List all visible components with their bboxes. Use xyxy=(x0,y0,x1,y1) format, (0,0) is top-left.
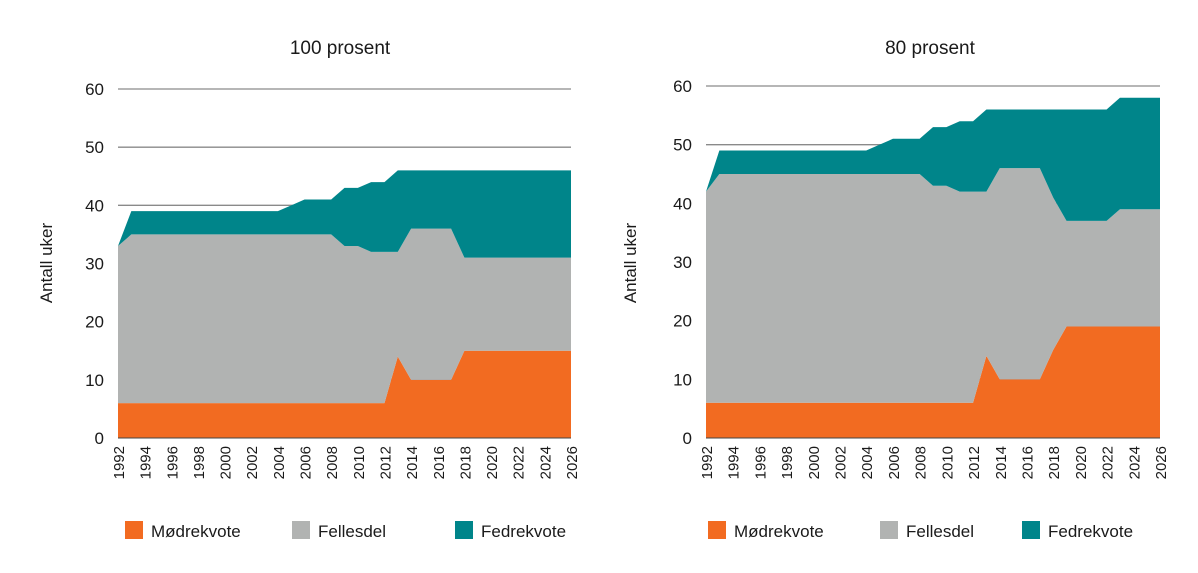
x-tick-label: 1996 xyxy=(752,446,769,479)
x-tick-label: 2026 xyxy=(1153,446,1170,479)
legend-label: Mødrekvote xyxy=(734,522,824,541)
area-mødrekvote xyxy=(706,326,1160,438)
area-mødrekvote xyxy=(118,350,571,438)
x-tick-label: 2008 xyxy=(324,446,341,479)
area-fellesdel xyxy=(706,168,1160,403)
x-tick-label: 2002 xyxy=(833,446,850,479)
x-tick-label: 1998 xyxy=(191,446,208,479)
x-tick-label: 1992 xyxy=(699,446,716,479)
x-tick-label: 2024 xyxy=(1126,446,1143,479)
legend-label: Fellesdel xyxy=(906,522,974,541)
y-tick-label: 30 xyxy=(85,255,104,274)
y-tick-label: 0 xyxy=(683,429,692,448)
chart-title: 100 prosent xyxy=(290,38,391,59)
y-tick-label: 60 xyxy=(85,80,104,99)
x-tick-label: 2012 xyxy=(966,446,983,479)
y-tick-label: 40 xyxy=(85,196,104,215)
y-tick-label: 50 xyxy=(673,136,692,155)
chart-title: 80 prosent xyxy=(885,38,976,59)
legend-label: Fellesdel xyxy=(318,522,386,541)
legend-label: Fedrekvote xyxy=(1048,522,1133,541)
x-tick-label: 1996 xyxy=(164,446,181,479)
legend-label: Fedrekvote xyxy=(481,522,566,541)
x-tick-label: 2004 xyxy=(271,446,288,479)
x-tick-label: 2006 xyxy=(298,446,315,479)
y-tick-label: 10 xyxy=(673,370,692,389)
y-tick-label: 10 xyxy=(85,371,104,390)
x-tick-label: 2014 xyxy=(993,446,1010,479)
y-tick-label: 60 xyxy=(673,77,692,96)
x-tick-label: 2020 xyxy=(484,446,501,479)
area-fedrekvote xyxy=(118,170,571,258)
legend-swatch xyxy=(292,521,310,539)
x-tick-label: 2012 xyxy=(377,446,394,479)
y-axis-label: Antall uker xyxy=(621,223,640,304)
x-tick-label: 2024 xyxy=(537,446,554,479)
x-tick-label: 2010 xyxy=(351,446,368,479)
x-tick-label: 2018 xyxy=(457,446,474,479)
x-tick-label: 2022 xyxy=(511,446,528,479)
x-tick-label: 2002 xyxy=(244,446,261,479)
legend-label: Mødrekvote xyxy=(151,522,241,541)
x-tick-label: 2018 xyxy=(1046,446,1063,479)
x-tick-label: 2016 xyxy=(1019,446,1036,479)
y-axis-label: Antall uker xyxy=(37,223,56,304)
chart-panel-1: 100 prosent Antall uker 0 10 20 30 40 50 60 1992 1… xyxy=(37,38,581,541)
x-tick-label: 2006 xyxy=(886,446,903,479)
area-fellesdel xyxy=(118,228,571,404)
y-tick-label: 20 xyxy=(673,312,692,331)
legend-swatch xyxy=(1022,521,1040,539)
legend-swatch xyxy=(455,521,473,539)
y-tick-label: 30 xyxy=(673,253,692,272)
x-tick-label: 1994 xyxy=(726,446,743,479)
x-tick-label: 2022 xyxy=(1100,446,1117,479)
x-tick-label: 1992 xyxy=(111,446,128,479)
chart-panel-2: 80 prosent Antall uker 0 10 20 30 40 50 60 1992 19… xyxy=(621,38,1170,541)
x-tick-label: 2010 xyxy=(939,446,956,479)
x-tick-label: 2000 xyxy=(218,446,235,479)
x-tick-label: 2000 xyxy=(806,446,823,479)
legend-swatch xyxy=(708,521,726,539)
x-tick-label: 2026 xyxy=(564,446,581,479)
y-tick-label: 0 xyxy=(95,429,104,448)
x-tick-label: 2016 xyxy=(431,446,448,479)
area-fedrekvote xyxy=(706,97,1160,221)
y-tick-label: 20 xyxy=(85,313,104,332)
legend-swatch xyxy=(125,521,143,539)
y-tick-label: 50 xyxy=(85,138,104,157)
x-tick-label: 1994 xyxy=(138,446,155,479)
legend-swatch xyxy=(880,521,898,539)
y-tick-label: 40 xyxy=(673,194,692,213)
x-tick-label: 1998 xyxy=(779,446,796,479)
x-tick-label: 2014 xyxy=(404,446,421,479)
x-tick-label: 2004 xyxy=(859,446,876,479)
x-tick-label: 2008 xyxy=(913,446,930,479)
x-tick-label: 2020 xyxy=(1073,446,1090,479)
